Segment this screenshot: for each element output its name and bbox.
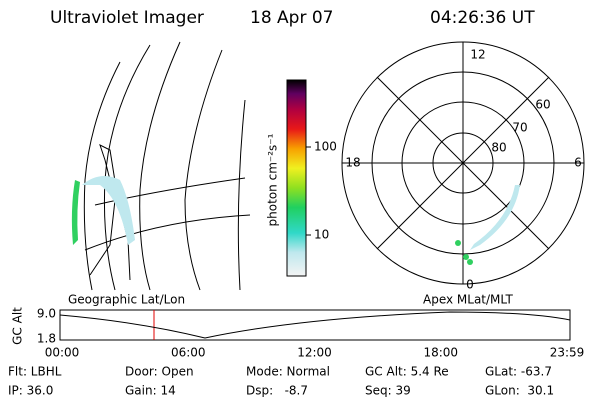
- y-tick-label: 1.8: [37, 332, 56, 346]
- colorbar-tick-label: 10: [314, 228, 329, 242]
- y-tick-label: 9.0: [37, 307, 56, 321]
- panel-label: Apex MLat/MLT: [423, 293, 513, 307]
- info-field: Door: Open: [125, 365, 194, 379]
- colorbar-tick-label: 100: [314, 140, 337, 154]
- info-field: Seq: 39: [365, 384, 411, 398]
- x-tick-label: 12:00: [297, 346, 332, 360]
- info-field: GLon: 30.1: [485, 384, 554, 398]
- colorbar: [286, 79, 307, 277]
- x-tick-label: 18:00: [423, 346, 458, 360]
- info-field: GLat: -63.7: [485, 365, 552, 379]
- polar-grid: [341, 41, 585, 285]
- info-field: GC Alt: 5.4 Re: [365, 365, 449, 379]
- y-axis-label: GC Alt: [11, 307, 25, 345]
- info-field: Gain: 14: [125, 384, 176, 398]
- x-tick-label: 23:59: [550, 346, 585, 360]
- x-tick-label: 00:00: [45, 346, 80, 360]
- date: 18 Apr 07: [250, 8, 333, 28]
- panel-label: Geographic Lat/Lon: [68, 293, 185, 307]
- info-field: Flt: LBHL: [8, 365, 62, 379]
- lat-label: 60: [535, 98, 550, 112]
- title: Ultraviolet Imager: [50, 8, 204, 28]
- x-tick-label: 06:00: [171, 346, 206, 360]
- lat-label: 70: [512, 121, 527, 135]
- geo-map: [71, 41, 251, 291]
- time: 04:26:36 UT: [430, 8, 535, 28]
- hour-label: 6: [574, 156, 582, 170]
- colorbar-label: photon cm⁻²s⁻¹: [266, 133, 280, 226]
- hour-label: 0: [466, 278, 474, 292]
- hour-label: 12: [470, 48, 485, 62]
- altitude-curve: [59, 311, 571, 339]
- hour-label: 18: [345, 156, 360, 170]
- lat-label: 80: [491, 141, 506, 155]
- altitude-plot: [59, 309, 571, 341]
- info-field: Mode: Normal: [246, 365, 330, 379]
- info-field: IP: 36.0: [8, 384, 53, 398]
- info-field: Dsp: -8.7: [246, 384, 308, 398]
